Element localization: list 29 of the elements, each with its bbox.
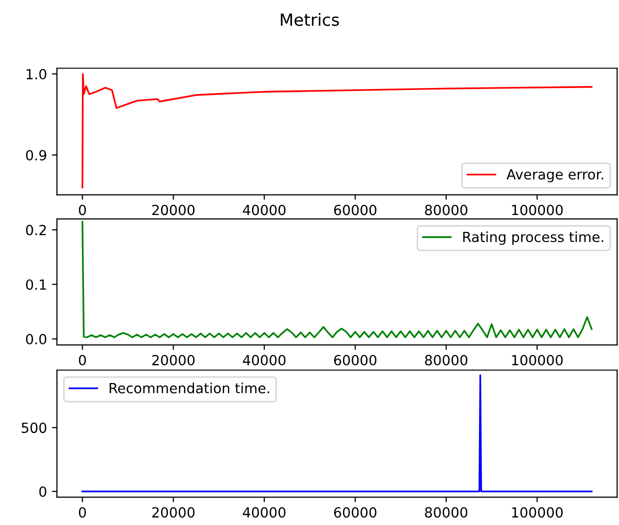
x-tick-label: 60000 bbox=[334, 507, 376, 518]
y-tick-label: 1.0 bbox=[26, 68, 46, 80]
chart-title: Metrics bbox=[280, 13, 339, 26]
x-tick-label: 0 bbox=[78, 204, 86, 216]
x-tick-label: 0 bbox=[78, 507, 86, 518]
x-tick-label: 80000 bbox=[425, 204, 468, 216]
y-tick-label: 0.0 bbox=[26, 334, 46, 344]
x-tick-label: 40000 bbox=[242, 204, 286, 216]
x-tick-label: 80000 bbox=[425, 507, 468, 518]
x-tick-label: 40000 bbox=[242, 354, 286, 366]
y-tick-label: 0.2 bbox=[26, 224, 46, 236]
x-tick-label: 100000 bbox=[512, 204, 563, 216]
x-tick-label: 60000 bbox=[334, 204, 376, 216]
x-tick-label: 80000 bbox=[425, 354, 468, 366]
y-tick-label: 0 bbox=[39, 486, 46, 497]
legend-label: Recommendation time. bbox=[110, 382, 270, 394]
x-tick-label: 20000 bbox=[152, 354, 195, 366]
x-tick-label: 20000 bbox=[152, 507, 195, 518]
x-tick-label: 100000 bbox=[512, 507, 563, 518]
y-tick-label: 500 bbox=[22, 422, 46, 434]
x-tick-label: 60000 bbox=[334, 354, 376, 366]
x-tick-label: 0 bbox=[78, 354, 86, 366]
legend-label: Average error. bbox=[506, 169, 604, 182]
x-tick-label: 40000 bbox=[242, 507, 286, 518]
x-tick-label: 100000 bbox=[512, 354, 563, 366]
y-tick-label: 0.1 bbox=[26, 279, 46, 290]
x-tick-label: 20000 bbox=[152, 204, 195, 216]
y-tick-label: 0.9 bbox=[26, 150, 46, 161]
legend-label: Rating process time. bbox=[463, 231, 604, 245]
